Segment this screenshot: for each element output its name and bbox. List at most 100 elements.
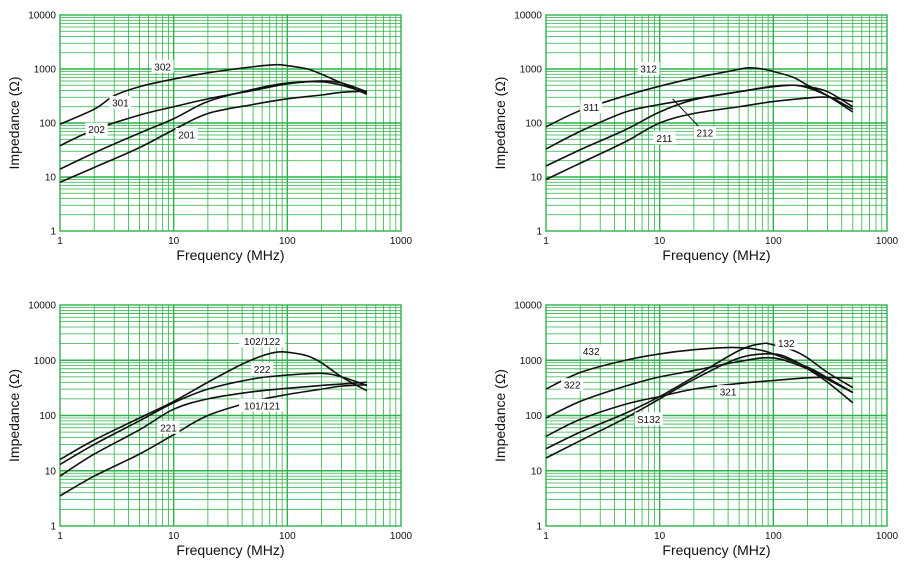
x-tick-label: 1000 [876,531,899,542]
series-label-text: 201 [178,130,195,141]
y-tick-label: 1 [536,227,542,238]
series-label-background [239,398,286,412]
plot-frame [59,304,402,527]
series-label: 132 [775,336,798,350]
chart-panel-1: 1 10 100 1000 1 10 100 1000 10000 Frequency (MHz)… [6,11,413,264]
y-tick-label: 10 [531,173,543,184]
series-line-312 [545,66,854,128]
series-label: 312 [637,62,660,76]
x-tick-label: 1 [543,531,549,542]
series-label-background [634,412,663,426]
y-tick-label: 1000 [520,65,543,76]
series-label: 102/122 [239,334,286,348]
y-tick-label: 10000 [28,11,56,22]
y-axis-label: Impedance (Ω) [6,369,22,462]
plot-frame [545,304,888,527]
series-label: 211 [653,131,676,145]
series-line-321 [545,376,853,438]
series-label-text: 322 [564,381,581,392]
y-tick-label: 1 [50,227,56,238]
series-label-background [251,362,274,376]
series-line-322 [545,356,854,419]
series-label-background [775,336,798,350]
series-line-221 [59,381,367,477]
series-label: 302 [151,59,174,73]
y-axis-label: Impedance (Ω) [492,77,508,170]
series-label: 222 [251,362,274,376]
series-label-background [580,344,603,358]
series-label: 321 [717,385,740,399]
series-label: 301 [109,95,132,109]
x-tick-label: 1 [543,236,549,247]
series-line-S132 [545,353,854,459]
y-tick-label: 10000 [514,301,542,312]
series-line-222 [59,372,368,466]
y-tick-label: 100 [525,411,542,422]
y-tick-label: 100 [39,411,56,422]
x-tick-label: 100 [765,236,782,247]
series-label: 311 [580,100,603,114]
x-tick-label: 100 [279,236,296,247]
x-axis-label: Frequency (MHz) [662,542,770,558]
y-tick-label: 10 [45,466,57,477]
series-label-text: 311 [583,103,599,114]
series-label-background [637,62,660,75]
y-tick-label: 100 [39,119,56,130]
series-label-text: 302 [154,62,171,73]
series-label-text: 101/121 [244,401,281,412]
x-tick-label: 1000 [876,236,899,247]
y-tick-label: 10000 [28,301,56,312]
grid [60,15,401,231]
x-tick-label: 1000 [390,236,413,247]
series-line-102-122 [59,350,368,461]
x-tick-label: 10 [168,531,180,542]
series-label-text: 212 [697,129,714,140]
y-tick-label: 10 [531,466,543,477]
series-line-202 [59,80,368,170]
series-label-text: 221 [160,423,177,434]
series-label-background [693,126,716,140]
series-label-text: 321 [720,388,737,399]
series-label-text: 312 [640,65,657,76]
x-tick-label: 1000 [390,531,413,542]
series-label-text: 222 [254,365,271,376]
y-tick-label: 10 [45,173,57,184]
chart-panel-3: 1 10 100 1000 1 10 100 1000 10000 Frequency (MHz)… [6,301,413,559]
series-label-background [151,59,174,73]
series-label-text: S132 [637,415,661,426]
series-line-101-121 [59,383,367,497]
series-label-text: 202 [88,125,105,136]
series-label: 202 [85,122,108,136]
grid [60,305,401,526]
y-tick-label: 1000 [34,356,57,367]
x-tick-label: 10 [168,236,180,247]
y-tick-label: 1000 [34,65,57,76]
series-label: 322 [561,378,584,392]
x-axis-label: Frequency (MHz) [176,247,284,263]
x-tick-label: 10 [654,531,666,542]
series-label: 432 [580,344,603,358]
series-line-211 [545,96,853,181]
series-label: S132 [634,412,663,426]
series-line-212 [545,84,854,167]
x-tick-label: 100 [765,531,782,542]
series-label-text: 211 [656,134,672,145]
y-tick-label: 1 [536,522,542,533]
series-label-text: 132 [778,339,795,350]
series-label-text: 432 [583,347,600,358]
grid [546,15,887,231]
y-axis-label: Impedance (Ω) [492,369,508,462]
series-label-background [580,100,603,114]
series-label-background [653,131,676,145]
grid [546,305,887,526]
series-label-background [561,378,584,392]
x-axis-label: Frequency (MHz) [176,542,284,558]
y-axis-label: Impedance (Ω) [6,77,22,170]
series-label: 201 [175,127,198,141]
y-tick-label: 10000 [514,11,542,22]
x-tick-label: 100 [279,531,296,542]
y-tick-label: 1000 [520,356,543,367]
series-line-302 [59,63,368,125]
x-tick-label: 1 [57,531,63,542]
series-label-background [717,385,740,399]
